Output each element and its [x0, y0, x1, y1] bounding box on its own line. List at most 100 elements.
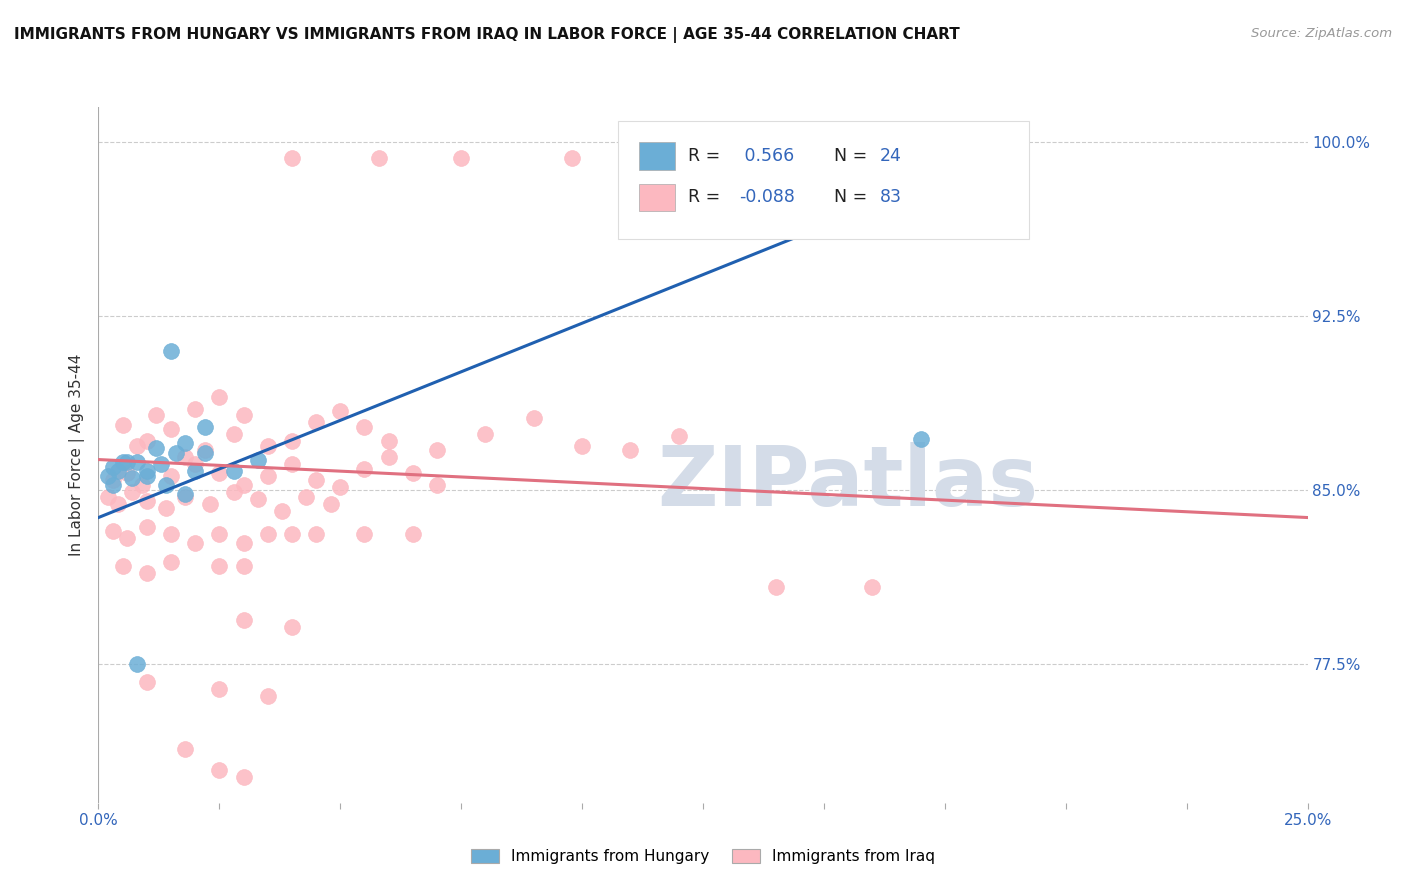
- Point: [127, 455, 149, 469]
- Point: [174, 450, 197, 465]
- Point: [450, 151, 472, 165]
- Point: [368, 151, 391, 165]
- Point: [194, 420, 217, 434]
- Point: [145, 409, 167, 423]
- Point: [107, 497, 129, 511]
- Point: [232, 613, 254, 627]
- Point: [111, 417, 134, 432]
- Point: [174, 742, 197, 756]
- Point: [135, 566, 157, 581]
- Point: [174, 490, 197, 504]
- Point: [281, 434, 304, 448]
- Point: [155, 501, 177, 516]
- Point: [194, 443, 217, 458]
- Point: [910, 432, 932, 446]
- Point: [97, 490, 120, 504]
- Point: [101, 459, 124, 474]
- Point: [208, 682, 231, 697]
- Text: 83: 83: [880, 188, 901, 206]
- Text: IMMIGRANTS FROM HUNGARY VS IMMIGRANTS FROM IRAQ IN LABOR FORCE | AGE 35-44 CORRE: IMMIGRANTS FROM HUNGARY VS IMMIGRANTS FR…: [14, 27, 960, 43]
- Point: [247, 452, 270, 467]
- Point: [561, 151, 583, 165]
- Point: [319, 497, 342, 511]
- Point: [281, 457, 304, 471]
- Point: [174, 487, 197, 501]
- FancyBboxPatch shape: [619, 121, 1029, 239]
- Point: [523, 410, 546, 425]
- Point: [135, 434, 157, 448]
- Point: [377, 434, 399, 448]
- Text: ZIPatlas: ZIPatlas: [658, 442, 1039, 524]
- Point: [184, 464, 207, 478]
- Point: [145, 441, 167, 455]
- Bar: [638, 142, 675, 169]
- Point: [474, 427, 496, 442]
- Point: [271, 503, 294, 517]
- Text: 0.566: 0.566: [740, 147, 794, 165]
- Point: [135, 520, 157, 534]
- Point: [127, 439, 149, 453]
- Point: [101, 478, 124, 492]
- Point: [101, 474, 124, 488]
- Point: [194, 445, 217, 459]
- Point: [232, 409, 254, 423]
- Point: [135, 494, 157, 508]
- Point: [353, 420, 375, 434]
- Point: [634, 151, 657, 165]
- Point: [619, 443, 641, 458]
- Point: [117, 455, 139, 469]
- Point: [198, 497, 221, 511]
- Point: [402, 467, 425, 481]
- Point: [305, 416, 328, 430]
- Point: [184, 536, 207, 550]
- Point: [426, 478, 449, 492]
- Point: [402, 526, 425, 541]
- Legend: Immigrants from Hungary, Immigrants from Iraq: Immigrants from Hungary, Immigrants from…: [464, 841, 942, 871]
- Point: [765, 580, 787, 594]
- Point: [121, 485, 143, 500]
- Text: R =: R =: [689, 147, 727, 165]
- Point: [281, 619, 304, 633]
- Point: [184, 401, 207, 416]
- Point: [208, 467, 231, 481]
- Point: [121, 471, 143, 485]
- Point: [329, 480, 352, 494]
- Point: [165, 445, 187, 459]
- Point: [256, 439, 278, 453]
- Point: [232, 478, 254, 492]
- Point: [256, 689, 278, 703]
- Bar: [638, 184, 675, 211]
- Point: [135, 675, 157, 690]
- Point: [127, 657, 149, 671]
- Point: [281, 526, 304, 541]
- Point: [377, 450, 399, 465]
- Point: [222, 427, 245, 442]
- Point: [281, 151, 304, 165]
- Point: [135, 464, 157, 478]
- Text: N =: N =: [834, 188, 872, 206]
- Point: [174, 436, 197, 450]
- Point: [160, 526, 183, 541]
- Point: [305, 526, 328, 541]
- Point: [184, 457, 207, 471]
- Point: [160, 422, 183, 436]
- Point: [160, 555, 183, 569]
- Point: [107, 464, 129, 478]
- Point: [155, 478, 177, 492]
- Text: 24: 24: [880, 147, 901, 165]
- Point: [860, 580, 883, 594]
- Text: N =: N =: [834, 147, 872, 165]
- Text: Source: ZipAtlas.com: Source: ZipAtlas.com: [1251, 27, 1392, 40]
- Point: [111, 559, 134, 574]
- Point: [232, 770, 254, 784]
- Point: [101, 524, 124, 539]
- Point: [117, 532, 139, 546]
- Point: [329, 404, 352, 418]
- Point: [232, 559, 254, 574]
- Point: [208, 526, 231, 541]
- Point: [305, 474, 328, 488]
- Point: [208, 390, 231, 404]
- Point: [668, 429, 690, 443]
- Point: [150, 457, 173, 471]
- Text: -0.088: -0.088: [740, 188, 796, 206]
